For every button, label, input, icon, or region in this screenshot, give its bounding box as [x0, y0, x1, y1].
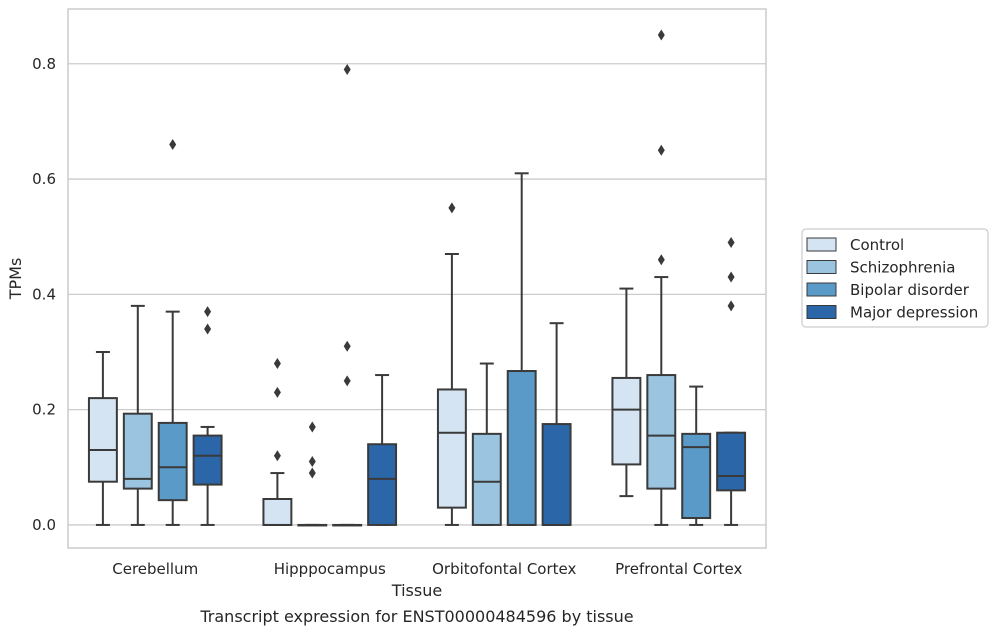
y-tick-label: 0.2	[32, 401, 56, 419]
outlier-point	[727, 236, 735, 248]
outlier-point	[343, 340, 351, 352]
box-iqr	[611, 376, 642, 466]
box-schizophrenia-orbitofontal-cortex	[471, 362, 502, 526]
box-bipolar-disorder-prefrontal-cortex	[681, 385, 712, 526]
outlier-point	[448, 202, 456, 214]
outlier-point	[657, 254, 665, 266]
outlier-point	[273, 386, 281, 398]
box-control-orbitofontal-cortex	[436, 202, 467, 526]
box-iqr	[367, 443, 398, 526]
y-tick-label: 0.4	[32, 285, 56, 303]
legend-swatch	[806, 305, 837, 319]
x-tick-label: Prefrontal Cortex	[615, 560, 742, 578]
box-iqr	[157, 421, 188, 502]
box-schizophrenia-cerebellum	[122, 304, 153, 526]
box-iqr	[436, 388, 467, 509]
legend-frame	[801, 228, 989, 328]
box-iqr	[192, 434, 223, 486]
outlier-point	[727, 300, 735, 312]
x-tick-label: Hipppocampus	[274, 560, 386, 578]
box-schizophrenia-hipppocampus	[297, 421, 328, 527]
outlier-point	[308, 456, 316, 468]
outlier-point	[657, 29, 665, 41]
legend-label: Control	[850, 236, 904, 254]
outlier-point	[273, 450, 281, 462]
box-iqr	[87, 397, 118, 483]
outlier-point	[343, 375, 351, 387]
box-iqr	[471, 432, 502, 526]
y-tick-labels: 0.0 0.2 0.4 0.6 0.8	[32, 55, 56, 534]
legend-swatch	[806, 237, 837, 252]
y-axis-label: TPMs	[6, 258, 25, 301]
y-tick-label: 0.8	[32, 55, 56, 73]
box-major-depression-orbitofontal-cortex	[541, 322, 572, 526]
x-tick-label: Cerebellum	[112, 560, 198, 578]
outlier-point	[657, 144, 665, 156]
box-control-hipppocampus	[262, 358, 293, 526]
box-major-depression-prefrontal-cortex	[716, 236, 747, 526]
box-bipolar-disorder-hipppocampus	[332, 64, 363, 527]
box-major-depression-hipppocampus	[367, 374, 398, 526]
plot-frame	[67, 8, 767, 549]
legend-swatch	[806, 260, 837, 274]
chart-caption: Transcript expression for ENST0000048459…	[199, 607, 633, 626]
outlier-point	[204, 323, 212, 335]
legend-label: Schizophrenia	[850, 259, 955, 277]
x-tick-labels: Cerebellum Hipppocampus Orbitofontal Corte…	[112, 560, 742, 578]
outlier-point	[204, 306, 212, 318]
box-iqr	[506, 370, 537, 526]
outlier-point	[273, 358, 281, 370]
outlier-point	[169, 138, 177, 150]
box-major-depression-cerebellum	[192, 306, 223, 526]
legend-swatch	[806, 282, 837, 297]
outlier-point	[727, 271, 735, 283]
x-tick-label: Orbitofontal Cortex	[432, 560, 576, 578]
outlier-point	[308, 421, 316, 433]
boxes	[87, 29, 747, 527]
box-bipolar-disorder-cerebellum	[157, 138, 188, 526]
legend-label: Major depression	[850, 304, 978, 322]
y-tick-label: 0.0	[32, 516, 56, 534]
outlier-point	[343, 64, 351, 76]
box-iqr	[122, 412, 153, 490]
outlier-point	[308, 467, 316, 479]
box-control-prefrontal-cortex	[611, 287, 642, 498]
legend: Control Schizophrenia Bipolar disorder Majo…	[801, 228, 989, 328]
box-iqr	[716, 431, 747, 492]
box-iqr	[646, 374, 677, 490]
box-iqr	[262, 498, 293, 526]
box-bipolar-disorder-orbitofontal-cortex	[506, 172, 537, 526]
box-schizophrenia-prefrontal-cortex	[646, 29, 677, 526]
x-axis-label: Tissue	[391, 581, 442, 600]
box-iqr	[541, 423, 572, 526]
y-tick-label: 0.6	[32, 170, 56, 188]
legend-label: Bipolar disorder	[850, 281, 970, 299]
box-control-cerebellum	[87, 351, 118, 526]
